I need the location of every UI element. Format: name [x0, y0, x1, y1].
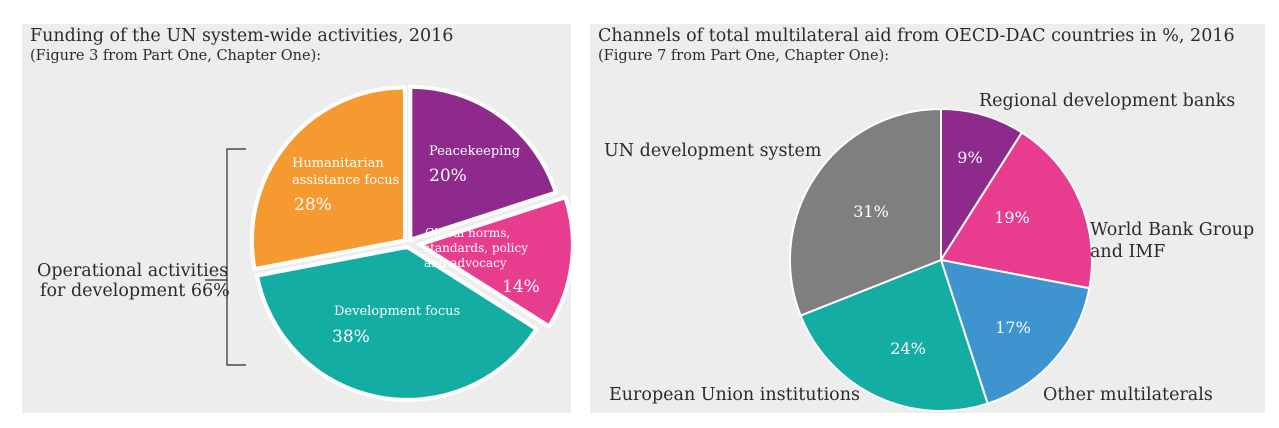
chart-subtitle: (Figure 7 from Part One, Chapter One):	[598, 48, 890, 64]
pie-slice-un-development	[789, 107, 942, 317]
pie-slice-humanitarian	[249, 85, 407, 272]
label-world-bank-1: World Bank Group	[1090, 220, 1254, 240]
pie-slice-peacekeeping	[408, 84, 559, 243]
chart-title: Channels of total multilateral aid from …	[598, 26, 1235, 46]
slice-value-regional-banks: 9%	[957, 148, 982, 167]
pie-slice-other-multilaterals	[939, 258, 1091, 405]
slice-value-global-norms: 14%	[502, 277, 540, 297]
label-regional-banks: Regional development banks	[979, 91, 1235, 111]
slice-label-global-norms-2: standards, policy	[424, 241, 528, 255]
chart-panel-multilateral-aid: Channels of total multilateral aid from …	[590, 24, 1265, 413]
label-world-bank-2: and IMF	[1090, 242, 1165, 262]
slice-label-development: Development focus	[334, 304, 460, 319]
chart-title: Funding of the UN system-wide activities…	[30, 26, 454, 46]
slice-label-global-norms-1: Global norms,	[425, 226, 510, 240]
pie-slice-development-focus	[254, 244, 540, 402]
chart-subtitle: (Figure 3 from Part One, Chapter One):	[30, 48, 322, 64]
pie-slice-regional-banks	[940, 107, 1024, 264]
slice-value-development: 38%	[332, 327, 370, 347]
pie-chart-un-funding: Peacekeeping 20% Global norms, standards…	[37, 84, 571, 402]
slice-label-peacekeeping: Peacekeeping	[429, 144, 520, 159]
slice-value-un-development: 31%	[853, 202, 889, 221]
slice-value-eu-institutions: 24%	[890, 339, 926, 358]
bracket-label-line2: for development 66%	[40, 281, 230, 301]
slice-value-humanitarian: 28%	[294, 195, 332, 215]
slice-label-global-norms-3: and advocacy	[424, 256, 507, 270]
pie-slice-world-bank-imf	[939, 131, 1093, 290]
operational-bracket	[226, 148, 246, 366]
pie-chart-multilateral-aid: 9% 19% 17% 24% 31% Regional development …	[604, 91, 1254, 412]
slice-label-humanitarian-2: assistance focus	[292, 173, 399, 188]
bracket-label-line1: Operational activities	[37, 261, 228, 281]
pie-slice-global-norms	[415, 194, 571, 330]
chart-panel-un-funding: Funding of the UN system-wide activities…	[22, 24, 571, 413]
slice-value-other-multilaterals: 17%	[995, 318, 1031, 337]
label-eu-institutions: European Union institutions	[609, 385, 860, 405]
label-un-development: UN development system	[604, 141, 822, 161]
slice-label-humanitarian-1: Humanitarian	[292, 156, 384, 171]
label-other-multilaterals: Other multilaterals	[1043, 385, 1213, 405]
slice-value-peacekeeping: 20%	[429, 166, 467, 186]
slice-value-world-bank-imf: 19%	[994, 208, 1030, 227]
